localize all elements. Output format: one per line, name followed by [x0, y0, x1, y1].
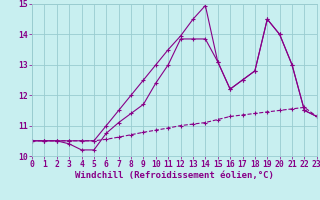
X-axis label: Windchill (Refroidissement éolien,°C): Windchill (Refroidissement éolien,°C) — [75, 171, 274, 180]
